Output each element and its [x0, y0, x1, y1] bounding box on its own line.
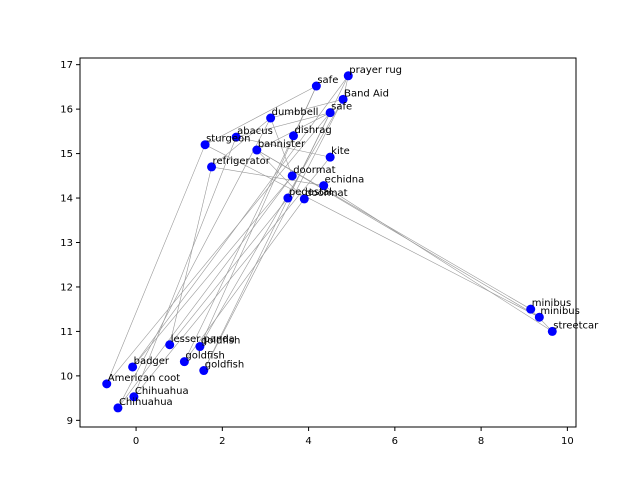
edge-line [184, 198, 305, 362]
point-label: goldfish [185, 351, 224, 362]
x-tick-label: 2 [219, 436, 225, 447]
data-point [195, 342, 205, 352]
point-label: minibus [540, 306, 580, 317]
edge-line [236, 112, 331, 138]
data-point [288, 131, 298, 141]
x-tick-label: 6 [392, 436, 398, 447]
y-tick-label: 11 [60, 327, 73, 338]
edge-line [256, 149, 305, 200]
data-point [113, 403, 123, 413]
x-tick-label: 10 [561, 436, 574, 447]
y-axis: 9 10 11 12 13 14 15 16 17 [60, 60, 80, 427]
edge-layer [106, 75, 553, 409]
data-point [165, 340, 175, 350]
edge-line [133, 156, 331, 397]
edge-line [117, 117, 271, 409]
point-label: Band Aid [344, 88, 389, 99]
label-layer: prayer rug safe Band Aid safe dumbbell dishra… [108, 65, 599, 408]
edge-line [256, 149, 531, 310]
point-layer [102, 71, 557, 413]
edge-line [323, 185, 553, 332]
y-tick-label: 10 [60, 371, 73, 382]
x-tick-label: 0 [133, 436, 139, 447]
point-label: minibus [532, 298, 572, 309]
point-label: American coot [108, 373, 181, 384]
point-label: Chihuahua [119, 397, 173, 408]
point-label: Chihuahua [135, 386, 189, 397]
edge-line [169, 197, 289, 345]
data-point [338, 94, 348, 104]
data-point [129, 392, 139, 402]
edge-line [132, 175, 293, 368]
data-point [266, 113, 276, 123]
x-tick-label: 8 [478, 436, 484, 447]
edge-line [133, 137, 237, 397]
data-point [299, 194, 309, 204]
point-label: kite [331, 146, 350, 157]
data-point [102, 379, 112, 389]
edge-line [211, 166, 324, 186]
x-tick-label: 4 [305, 436, 311, 447]
data-point [179, 357, 189, 367]
x-axis: 0 2 4 6 8 10 [133, 427, 574, 447]
edge-line [106, 112, 331, 385]
edge-line [236, 136, 331, 158]
data-point [283, 193, 293, 203]
point-label: goldfish [201, 336, 240, 347]
point-label: goldfish [205, 360, 244, 371]
point-label: prayer rug [349, 65, 402, 76]
edge-line [203, 99, 344, 371]
data-point [200, 140, 210, 150]
data-point [287, 171, 297, 181]
point-label: bannister [258, 139, 306, 150]
edge-line [106, 144, 206, 384]
y-tick-label: 12 [60, 282, 73, 293]
point-label: abacus [237, 126, 273, 137]
data-point [319, 181, 329, 191]
point-label: safe [331, 102, 352, 113]
data-point [128, 362, 138, 372]
point-label: badger [134, 356, 170, 367]
y-tick-label: 15 [60, 149, 73, 160]
edge-line [204, 85, 317, 145]
y-tick-label: 14 [60, 194, 73, 205]
edge-line [204, 144, 540, 318]
edge-line [211, 117, 271, 168]
data-point [311, 81, 321, 91]
point-label: dishrag [294, 125, 331, 136]
data-point [231, 132, 241, 142]
edge-line [203, 112, 331, 371]
data-point [199, 366, 209, 376]
point-label: pedestal [289, 187, 332, 198]
point-label: doormat [305, 188, 347, 199]
point-label: safe [317, 75, 338, 86]
point-label: refrigerator [213, 156, 271, 167]
point-label: sturgeon [206, 134, 250, 145]
point-label: dumbbell [272, 107, 319, 118]
point-label: lesser panda [171, 334, 235, 345]
data-point [547, 326, 557, 336]
data-point [343, 71, 353, 81]
edge-line [184, 135, 294, 362]
edge-line [270, 99, 344, 119]
edge-line [117, 175, 293, 409]
edge-line [169, 166, 212, 345]
data-point [526, 304, 536, 314]
y-tick-label: 16 [60, 105, 73, 116]
data-point [252, 145, 262, 155]
data-point [325, 108, 335, 118]
y-tick-label: 9 [67, 416, 73, 427]
y-tick-label: 13 [60, 238, 73, 249]
edge-line [199, 99, 344, 347]
edge-line [293, 85, 317, 136]
edge-line [256, 149, 540, 318]
data-point [534, 312, 544, 322]
data-point [325, 152, 335, 162]
data-point [207, 162, 217, 172]
y-tick-label: 17 [60, 60, 73, 71]
point-label: echidna [325, 175, 365, 186]
point-label: doormat [293, 165, 335, 176]
